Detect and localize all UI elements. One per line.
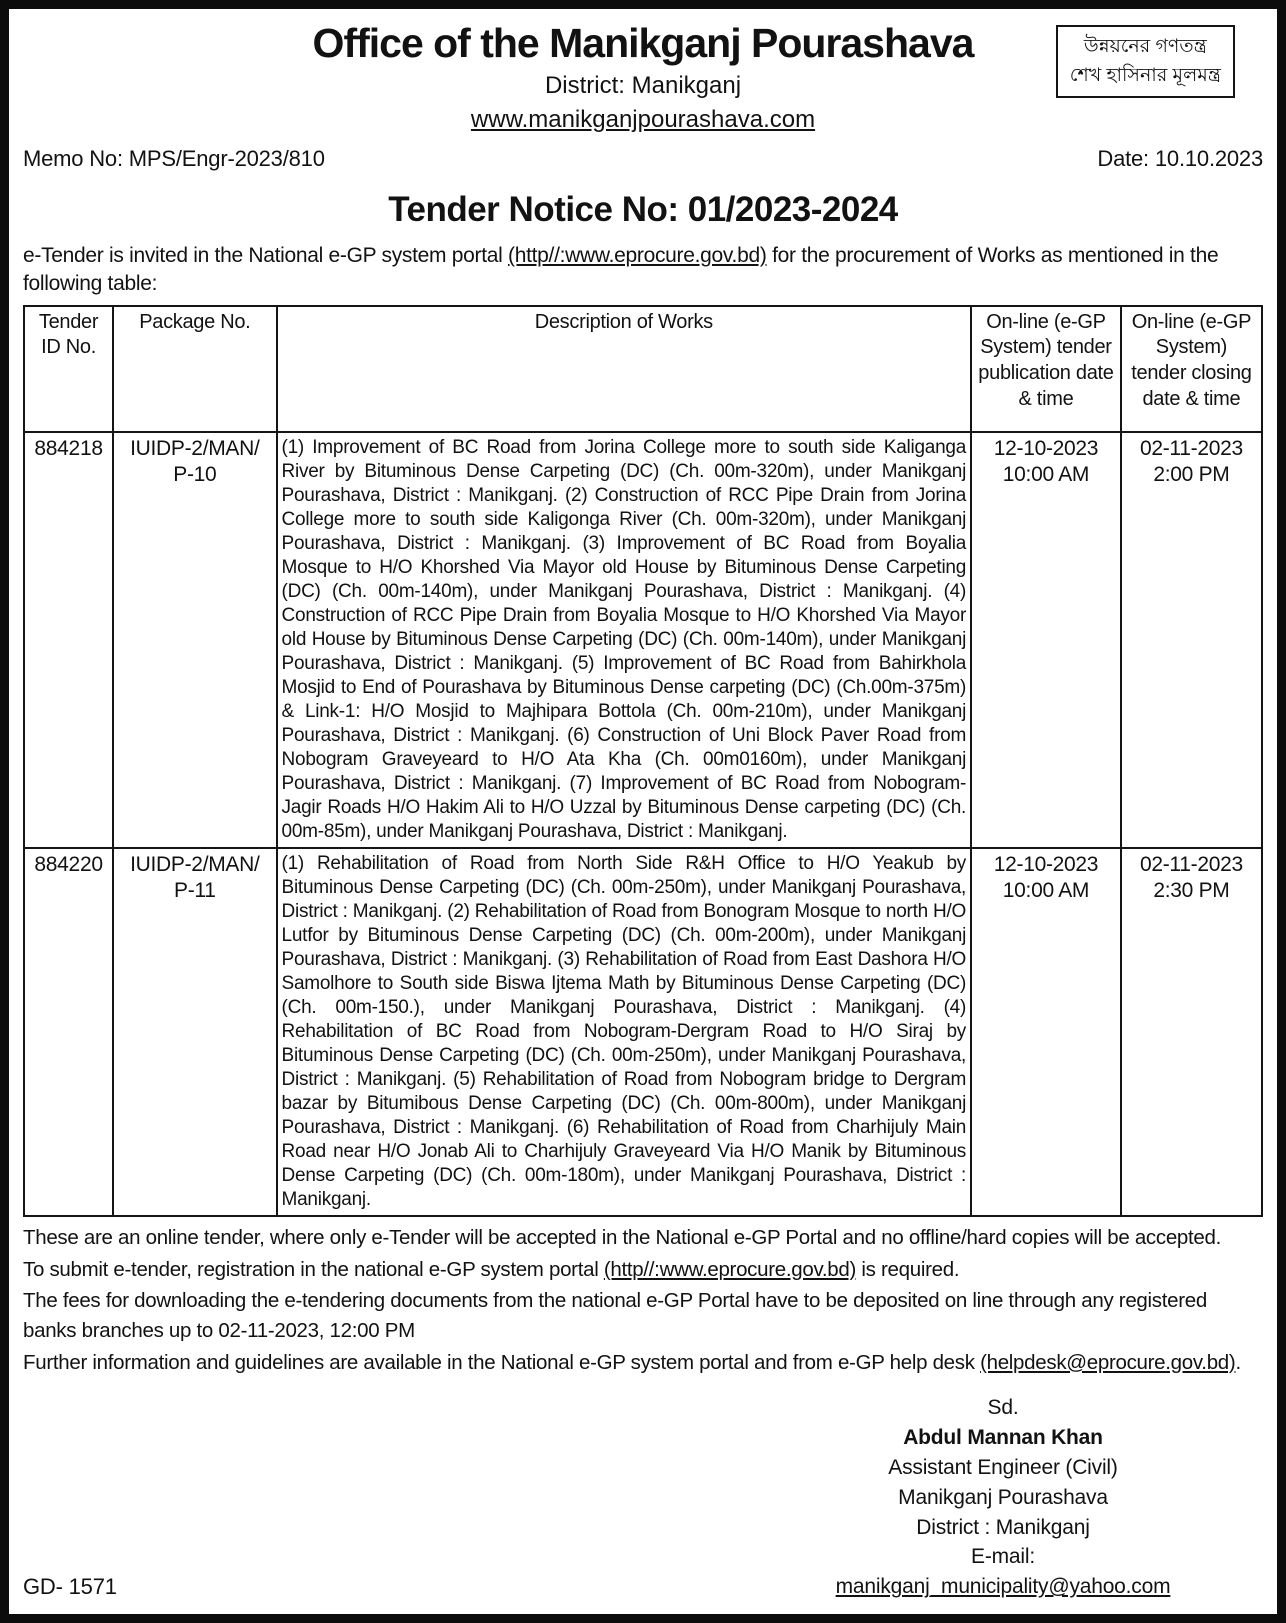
header-closing: On-line (e-GP System) tender closing dat… — [1119, 304, 1264, 433]
note-line: These are an online tender, where only e… — [23, 1223, 1263, 1253]
closing-date: 02-11-2023 — [1139, 436, 1243, 460]
table-row: 884218 IUIDP-2/MAN/ P-10 (1) Improvement… — [22, 430, 1264, 849]
note-text: is required. — [856, 1257, 960, 1281]
package-no-cell: IUIDP-2/MAN/ P-10 — [112, 430, 278, 849]
intro-paragraph: e-Tender is invited in the National e-GP… — [23, 242, 1263, 299]
tender-table: Tender ID No. Package No. Description of… — [22, 304, 1264, 1217]
signer-title: Assistant Engineer (Civil) — [888, 1456, 1118, 1479]
slogan-box: উন্নয়নের গণতন্ত্র শেখ হাসিনার মূলমন্ত্র — [1055, 25, 1235, 98]
closing-cell: 02-11-2023 2:00 PM — [1119, 430, 1264, 849]
page-title: Office of the Manikganj Pourashava — [312, 20, 975, 66]
website-line: www.manikganjpourashava.com — [23, 106, 1263, 134]
publication-cell: 12-10-2023 10:00 AM — [970, 430, 1122, 849]
signer-district: District : Manikganj — [916, 1515, 1090, 1539]
note-text: . — [1235, 1350, 1241, 1374]
memo-number: Memo No: MPS/Engr-2023/810 — [23, 146, 325, 172]
eprocure-url: (http//:www.eprocure.gov.bd) — [508, 244, 767, 268]
table-row: 884220 IUIDP-2/MAN/ P-11 (1) Rehabilitat… — [22, 846, 1264, 1217]
notice-date: Date: 10.10.2023 — [1097, 146, 1263, 172]
publication-time: 10:00 AM — [1002, 463, 1090, 487]
footer-notes: These are an online tender, where only e… — [23, 1223, 1263, 1378]
slogan-line-1: উন্নয়নের গণতন্ত্র — [1083, 36, 1207, 57]
signature-block: Sd. Abdul Mannan Khan Assistant Engineer… — [743, 1393, 1263, 1602]
intro-text-pre: e-Tender is invited in the National e-GP… — [23, 244, 509, 268]
header-description: Description of Works — [275, 304, 973, 433]
publication-date: 12-10-2023 — [993, 436, 1099, 460]
district-line: District: Manikganj — [544, 72, 742, 100]
package-no-cell: IUIDP-2/MAN/ P-11 — [112, 846, 278, 1217]
tender-id-cell: 884220 — [22, 846, 115, 1217]
intro-text-post: for the procurement of Works as mentione… — [23, 244, 1219, 296]
email-line: E-mail: manikganj_municipality@yahoo.com — [743, 1542, 1263, 1602]
email-label: E-mail: — [971, 1545, 1035, 1569]
header-publication: On-line (e-GP System) tender publication… — [970, 304, 1122, 433]
slogan-line-2: শেখ হাসিনার মূলমন্ত্র — [1069, 65, 1221, 87]
note-text: These are an online tender, where only e… — [23, 1225, 1222, 1249]
closing-time: 2:00 PM — [1153, 463, 1230, 487]
signer-name: Abdul Mannan Khan — [903, 1426, 1103, 1450]
closing-cell: 02-11-2023 2:30 PM — [1119, 846, 1264, 1217]
tender-id-cell: 884218 — [22, 430, 115, 849]
note-line: The fees for downloading the e-tendering… — [23, 1286, 1263, 1345]
memo-row: Memo No: MPS/Engr-2023/810 Date: 10.10.2… — [23, 146, 1263, 172]
bottom-row: GD- 1571 Sd. Abdul Mannan Khan Assistant… — [23, 1393, 1263, 1602]
closing-date: 02-11-2023 — [1139, 852, 1243, 876]
website-link: www.manikganjpourashava.com — [470, 106, 816, 134]
publication-time: 10:00 AM — [1002, 879, 1090, 903]
signer-org: Manikganj Pourashava — [898, 1485, 1108, 1509]
publication-cell: 12-10-2023 10:00 AM — [970, 846, 1122, 1217]
note-text: The fees for downloading the e-tendering… — [23, 1289, 1207, 1342]
note-text: Further information and guidelines are a… — [23, 1350, 981, 1374]
helpdesk-email: (helpdesk@eprocure.gov.bd) — [980, 1350, 1236, 1374]
header-tender-id: Tender ID No. — [22, 304, 115, 433]
note-line: To submit e-tender, registration in the … — [23, 1255, 1263, 1285]
header-package-no: Package No. — [112, 304, 278, 433]
closing-time: 2:30 PM — [1153, 879, 1230, 903]
publication-date: 12-10-2023 — [993, 852, 1099, 876]
notice-title: Tender Notice No: 01/2023-2024 — [388, 190, 898, 230]
gd-number: GD- 1571 — [23, 1574, 117, 1600]
email-address: manikganj_municipality@yahoo.com — [835, 1575, 1171, 1599]
eprocure-url: (http//:www.eprocure.gov.bd) — [603, 1257, 857, 1281]
note-line: Further information and guidelines are a… — [23, 1348, 1263, 1378]
note-text: To submit e-tender, registration in the … — [23, 1257, 604, 1281]
description-cell: (1) Rehabilitation of Road from North Si… — [275, 846, 973, 1217]
table-header-row: Tender ID No. Package No. Description of… — [22, 304, 1264, 433]
description-cell: (1) Improvement of BC Road from Jorina C… — [275, 430, 973, 849]
sd-label: Sd. — [987, 1396, 1019, 1420]
